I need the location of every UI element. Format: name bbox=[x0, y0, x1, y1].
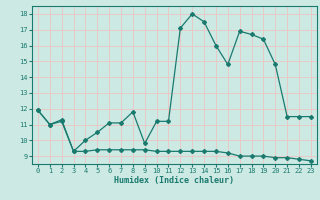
X-axis label: Humidex (Indice chaleur): Humidex (Indice chaleur) bbox=[115, 176, 234, 185]
